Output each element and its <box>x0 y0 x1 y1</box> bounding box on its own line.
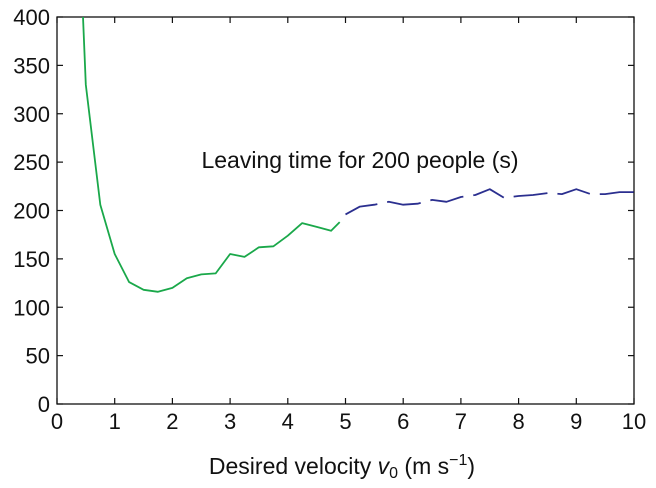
x-axis-title-sup: −1 <box>449 452 467 469</box>
y-tick-label: 150 <box>13 247 50 272</box>
y-tick-label: 300 <box>13 102 50 127</box>
x-tick-label: 0 <box>51 409 63 434</box>
plot-frame <box>56 16 635 405</box>
y-tick-label: 200 <box>13 199 50 224</box>
x-tick-label: 3 <box>224 409 236 434</box>
y-tick-label: 400 <box>13 5 50 30</box>
y-tick-label: 50 <box>26 344 50 369</box>
x-tick-label: 5 <box>339 409 351 434</box>
x-axis-title-text: Desired velocity <box>209 453 378 479</box>
x-tick-label: 2 <box>166 409 178 434</box>
plot-border <box>56 16 635 405</box>
series-layer <box>82 17 634 293</box>
x-axis-title-sub: 0 <box>389 465 398 482</box>
x-axis-title: Desired velocity v0 (m s−1) <box>209 452 475 482</box>
y-tick-label: 0 <box>38 392 50 417</box>
annotation-label: Leaving time for 200 people (s) <box>201 147 518 173</box>
x-axis-title-close: ) <box>467 453 475 479</box>
x-axis-title-var: v <box>378 453 391 479</box>
x-tick-label: 4 <box>282 409 294 434</box>
x-tick-label: 7 <box>455 409 467 434</box>
series-line-1 <box>82 17 341 293</box>
y-tick-label: 350 <box>13 53 50 78</box>
x-tick-label: 10 <box>622 409 646 434</box>
x-tick-label: 8 <box>512 409 524 434</box>
x-tick-label: 1 <box>109 409 121 434</box>
y-tick-label: 250 <box>13 150 50 175</box>
y-tick-label: 100 <box>13 295 50 320</box>
x-tick-label: 6 <box>397 409 409 434</box>
series-line-2 <box>345 188 634 216</box>
x-tick-label: 9 <box>570 409 582 434</box>
x-axis-title-units: (m s <box>398 453 449 479</box>
